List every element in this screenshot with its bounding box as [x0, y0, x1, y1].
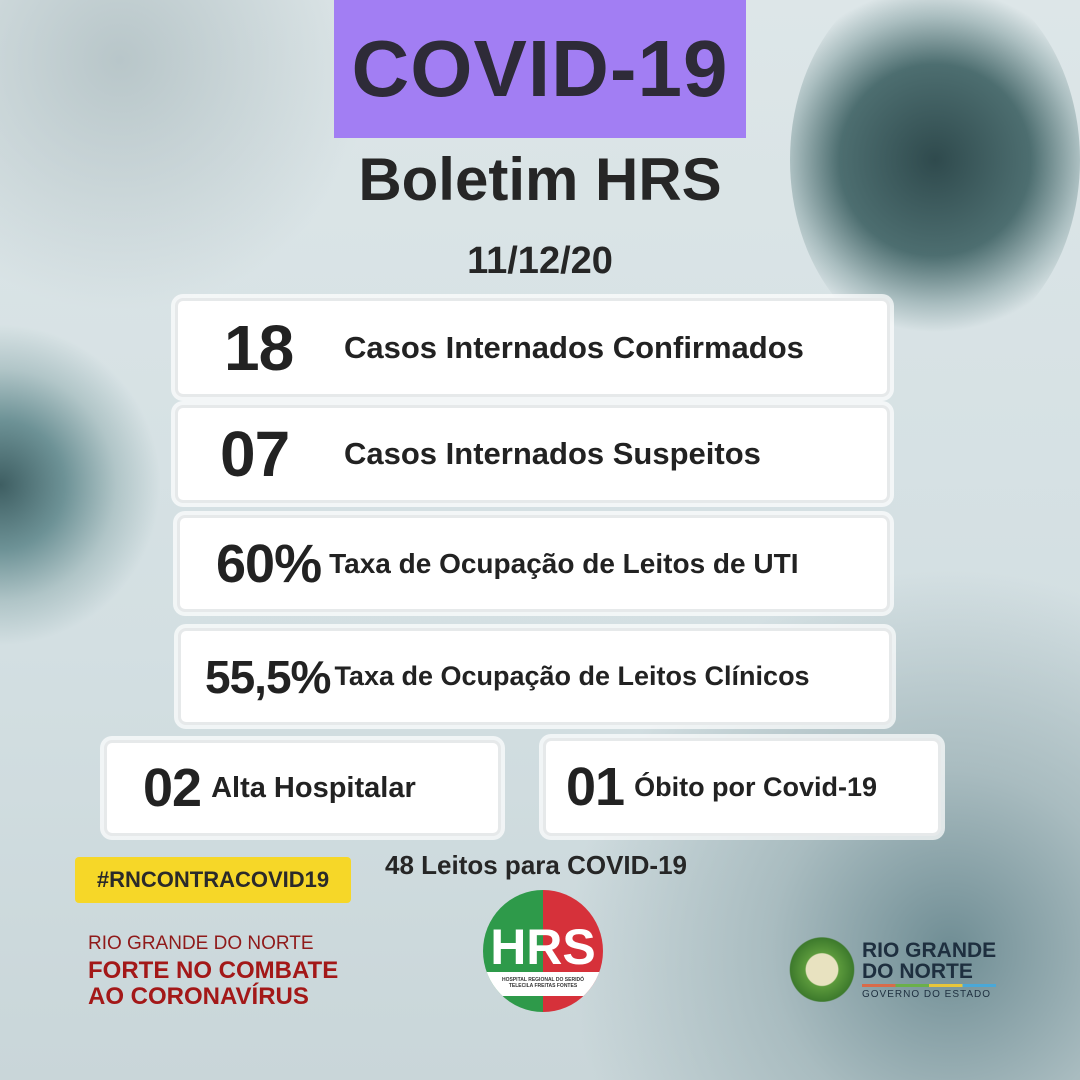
stat-label: Taxa de Ocupação de Leitos de UTI — [329, 547, 799, 579]
virus-illustration — [790, 0, 1080, 350]
campaign-line1: RIO GRANDE DO NORTE — [88, 933, 314, 954]
rn-logo-line1: RIO GRANDE — [862, 939, 997, 962]
stat-value: 55,5% — [205, 650, 331, 703]
rn-coat-of-arms-icon — [787, 930, 857, 1002]
stat-card-clinical: 55,5% Taxa de Ocupação de Leitos Clínico… — [178, 628, 892, 725]
stat-card-suspected: 07 Casos Internados Suspeitos — [175, 405, 890, 503]
stat-card-icu: 60% Taxa de Ocupação de Leitos de UTI — [177, 515, 890, 612]
stat-card-death: 01 Óbito por Covid-19 — [543, 738, 941, 836]
stat-label: Casos Internados Suspeitos — [344, 436, 761, 471]
stat-card-discharge: 02 Alta Hospitalar — [104, 740, 501, 836]
rn-logo-line3: GOVERNO DO ESTADO — [862, 989, 992, 1000]
stat-value: 01 — [566, 757, 625, 817]
title: COVID-19 — [351, 24, 729, 113]
hashtag-badge: #RNCONTRACOVID19 — [75, 857, 351, 903]
hrs-logo: HRS HOSPITAL REGIONAL DO SERIDÓ TELECILA… — [483, 890, 603, 1012]
title-banner: COVID-19 — [334, 0, 746, 138]
stat-card-confirmed: 18 Casos Internados Confirmados — [175, 298, 890, 397]
stat-label: Casos Internados Confirmados — [344, 329, 804, 365]
stat-value: 02 — [143, 758, 202, 818]
hrs-logo-letters: HRS — [490, 919, 596, 975]
virus-illustration — [0, 290, 170, 680]
stat-label: Óbito por Covid-19 — [634, 771, 878, 802]
date: 11/12/20 — [467, 240, 613, 282]
stat-value: 18 — [224, 311, 294, 384]
stat-value: 60% — [216, 533, 322, 594]
hrs-logo-line1: HOSPITAL REGIONAL DO SERIDÓ — [502, 977, 584, 983]
stat-label: Taxa de Ocupação de Leitos Clínicos — [334, 661, 810, 691]
campaign-line2: FORTE NO COMBATE — [88, 957, 339, 984]
subtitle: Boletim HRS — [358, 146, 722, 213]
campaign-line3: AO CORONAVÍRUS — [88, 983, 309, 1010]
rn-logo-line2: DO NORTE — [862, 960, 973, 983]
hrs-logo-line2: TELECILA FREITAS FONTES — [508, 983, 578, 989]
stat-value: 07 — [220, 418, 290, 490]
stat-label: Alta Hospitalar — [211, 771, 416, 804]
beds-note: 48 Leitos para COVID-19 — [385, 850, 687, 880]
